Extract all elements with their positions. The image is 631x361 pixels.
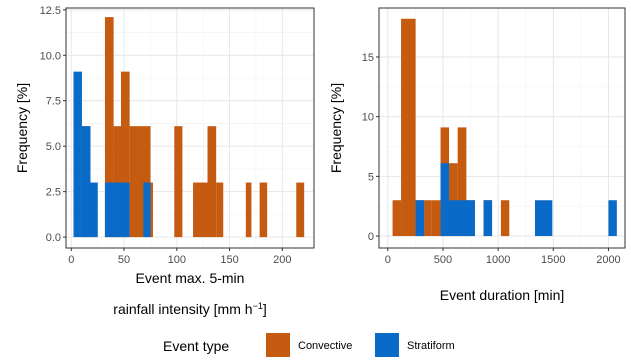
panel-intensity-x-label-line1: Event max. 5-min [136,270,245,286]
y-tick-label: 2.5 [46,187,61,199]
y-tick-label: 0 [368,231,374,243]
bar-stratiform-intensity [113,182,130,238]
x-tick-label: 2000 [596,254,620,266]
bar-convective-duration [392,200,402,237]
x-tick-label: 200 [273,254,291,266]
panel-intensity-x-label-line2: rainfall intensity [mm h−1] [113,301,266,317]
bar-convective-intensity [113,126,121,238]
bar-convective-intensity [120,71,130,238]
bar-convective-duration [431,200,441,237]
bar-convective-intensity [296,182,305,238]
bar-convective-intensity [150,182,153,238]
bar-stratiform-duration [483,200,493,237]
y-tick-label: 10 [362,112,374,124]
legend-key-convective [266,333,290,357]
panel-intensity-background [66,8,314,248]
x-tick-label: 1000 [486,254,510,266]
bar-stratiform-intensity [104,182,114,238]
panel-duration-bars [392,18,617,237]
bar-convective-intensity [174,126,183,238]
bar-convective-intensity [193,182,208,238]
bar-convective-duration [449,163,458,237]
bar-convective-intensity [207,126,217,238]
panel-duration-y-label: Frequency [%] [328,83,344,173]
bar-convective-duration [424,200,432,237]
x-tick-label: 100 [168,254,186,266]
bar-stratiform-duration [415,200,425,237]
legend-label-convective: Convective [298,340,352,352]
y-tick-label: 5 [368,171,374,183]
bar-convective-duration [457,127,467,237]
x-tick-label: 500 [434,254,452,266]
bar-convective-intensity [245,182,252,238]
panel-duration-y-ticks: 0 5 10 15 [362,52,379,243]
bar-stratiform-intensity [73,71,82,238]
y-tick-label: 7.5 [46,96,61,108]
bar-stratiform-intensity [90,182,98,238]
panel-intensity-x-ticks: 0 50 100 150 200 [68,248,292,266]
bar-stratiform-duration [449,200,475,237]
panel-duration-x-ticks: 0 500 1000 1500 2000 [385,248,621,266]
bar-stratiform-duration [608,200,617,237]
y-tick-label: 10.0 [40,50,61,62]
legend-label-stratiform: Stratiform [407,340,455,352]
legend-title: Event type [163,338,229,354]
bar-stratiform-duration [440,163,450,237]
bar-convective-duration [401,18,416,237]
x-tick-label: 0 [68,254,74,266]
x-tick-label: 1500 [541,254,565,266]
y-tick-label: 15 [362,52,374,64]
legend-key-stratiform [375,333,399,357]
panel-intensity: 0 50 100 150 200 0.0 2.5 5.0 7.5 10.0 12.5 Event … [14,5,315,317]
panel-duration-border [378,7,626,249]
bar-stratiform-intensity [143,182,151,238]
panel-duration-x-label: Event duration [min] [440,287,565,303]
bar-convective-duration [500,200,510,237]
panel-intensity-y-label: Frequency [%] [14,83,30,173]
panel-intensity-y-ticks: 0.0 2.5 5.0 7.5 10.0 12.5 [40,5,66,244]
bar-convective-intensity [129,126,138,238]
bar-stratiform-intensity [81,126,91,238]
x-tick-label: 0 [385,254,391,266]
x-tick-label: 50 [118,254,130,266]
bar-convective-intensity [104,17,114,238]
y-tick-label: 0.0 [46,232,61,244]
x-tick-label: 150 [220,254,238,266]
panel-intensity-bars [73,17,305,238]
y-tick-label: 12.5 [40,5,61,17]
panel-duration: 0 500 1000 1500 2000 0 5 10 15 Event duration [… [328,7,626,303]
bar-convective-intensity [259,182,268,238]
bar-stratiform-duration [534,200,553,237]
bar-convective-intensity [216,182,224,238]
y-tick-label: 5.0 [46,141,61,153]
legend: Event type Convective Stratiform [163,333,455,357]
panel-intensity-border [65,7,315,249]
